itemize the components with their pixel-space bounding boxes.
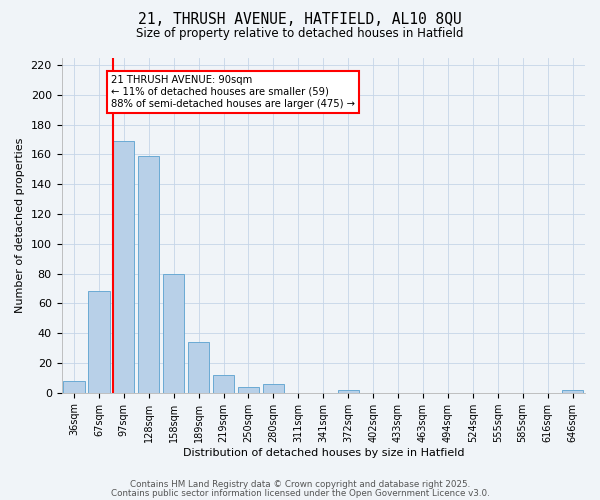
Bar: [213, 375, 234, 392]
Bar: [238, 387, 259, 392]
Bar: [338, 390, 359, 392]
Bar: [88, 292, 110, 392]
Bar: [188, 342, 209, 392]
Bar: [64, 381, 85, 392]
Text: 21, THRUSH AVENUE, HATFIELD, AL10 8QU: 21, THRUSH AVENUE, HATFIELD, AL10 8QU: [138, 12, 462, 28]
Text: Size of property relative to detached houses in Hatfield: Size of property relative to detached ho…: [136, 28, 464, 40]
X-axis label: Distribution of detached houses by size in Hatfield: Distribution of detached houses by size …: [182, 448, 464, 458]
Text: Contains HM Land Registry data © Crown copyright and database right 2025.: Contains HM Land Registry data © Crown c…: [130, 480, 470, 489]
Y-axis label: Number of detached properties: Number of detached properties: [15, 138, 25, 313]
Bar: [138, 156, 160, 392]
Bar: [562, 390, 583, 392]
Text: Contains public sector information licensed under the Open Government Licence v3: Contains public sector information licen…: [110, 488, 490, 498]
Bar: [263, 384, 284, 392]
Bar: [113, 141, 134, 393]
Bar: [163, 274, 184, 392]
Text: 21 THRUSH AVENUE: 90sqm
← 11% of detached houses are smaller (59)
88% of semi-de: 21 THRUSH AVENUE: 90sqm ← 11% of detache…: [112, 76, 355, 108]
